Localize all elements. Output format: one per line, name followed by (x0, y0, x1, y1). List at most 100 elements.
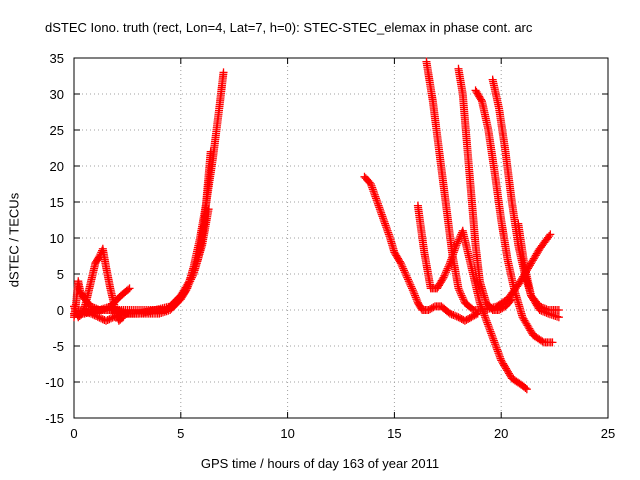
data-point (185, 279, 194, 287)
x-tick-label: 0 (70, 426, 77, 441)
data-point (404, 277, 413, 286)
data-point (488, 333, 497, 341)
series-arc-6 (360, 172, 482, 325)
data-point (451, 311, 460, 320)
data-point (395, 257, 404, 266)
data-point (521, 384, 530, 392)
y-tick-label: -10 (45, 375, 64, 390)
y-tick-label: -5 (52, 339, 64, 354)
series-arc-12 (514, 219, 563, 314)
y-tick-label: 35 (50, 51, 64, 66)
data-point (472, 310, 481, 319)
data-point (494, 349, 503, 358)
data-point (407, 282, 416, 291)
data-point (181, 288, 190, 296)
data-point (403, 273, 412, 282)
data-point (441, 268, 450, 277)
data-point (491, 340, 500, 349)
data-point (95, 313, 104, 322)
y-tick-label: 20 (50, 159, 64, 174)
data-point (487, 331, 496, 340)
series-arc-4 (74, 147, 215, 325)
data-point (545, 232, 554, 240)
y-tick-label: 10 (50, 231, 64, 246)
data-point (482, 316, 491, 325)
data-point (483, 320, 492, 329)
data-point (485, 325, 494, 334)
data-point (93, 312, 102, 321)
y-tick-label: 5 (57, 267, 64, 282)
grid-lines (74, 58, 608, 418)
data-point (485, 324, 494, 332)
data-point (535, 302, 544, 311)
data-point (443, 264, 452, 273)
data-point (183, 282, 192, 291)
data-point (206, 147, 215, 156)
data-point (489, 336, 498, 345)
x-tick-label: 15 (387, 426, 401, 441)
data-point (495, 351, 504, 359)
y-tick-label: 0 (57, 303, 64, 318)
y-axis-label: dSTEC / TECUs (6, 192, 22, 288)
series-arc-9 (454, 64, 516, 314)
data-point (487, 329, 496, 338)
data-point (438, 275, 447, 284)
data-point (481, 315, 490, 323)
data-point (396, 259, 405, 268)
data-point (493, 347, 502, 356)
data-point (108, 313, 117, 322)
data-point (449, 311, 458, 320)
data-point (440, 271, 449, 280)
x-tick-label: 25 (601, 426, 615, 441)
data-point (409, 288, 418, 296)
data-point (481, 313, 490, 322)
x-tick-label: 20 (494, 426, 508, 441)
data-point (110, 312, 119, 321)
data-point (495, 352, 504, 361)
data-point (442, 266, 451, 275)
axis-ticks: 0 5 10 15 20 25 -15 -10 -5 0 5 10 15 20 25 30 35 (45, 51, 615, 441)
data-point (458, 293, 467, 302)
data-point (441, 270, 450, 278)
data-point (400, 268, 409, 277)
data-point (491, 342, 500, 350)
data-point (540, 304, 549, 313)
y-tick-label: 15 (50, 195, 64, 210)
data-point (399, 264, 408, 273)
data-point (490, 338, 499, 347)
data-point (125, 284, 134, 293)
data-point (439, 273, 448, 282)
y-tick-label: -15 (45, 411, 64, 426)
data-point (408, 286, 417, 295)
data-point (182, 284, 191, 293)
data-markers (70, 57, 563, 394)
data-point (542, 305, 551, 314)
data-point (405, 279, 414, 287)
data-point (181, 286, 190, 295)
data-point (506, 296, 515, 305)
x-axis-label: GPS time / hours of day 163 of year 2011 (200, 456, 440, 471)
data-point (457, 291, 466, 300)
data-point (459, 295, 468, 304)
data-point (124, 285, 133, 294)
data-point (408, 284, 417, 293)
data-point (492, 343, 501, 352)
data-point (107, 314, 116, 323)
data-point (522, 385, 531, 394)
data-point (401, 270, 410, 278)
data-point (539, 303, 548, 312)
data-point (187, 275, 196, 284)
data-point (456, 288, 465, 296)
data-point (554, 313, 563, 322)
data-point (453, 237, 462, 246)
data-point (484, 322, 493, 331)
data-point (445, 309, 454, 318)
data-point (402, 271, 411, 280)
data-point (537, 303, 546, 312)
data-point (97, 314, 106, 323)
data-point (477, 95, 486, 104)
data-point (411, 291, 420, 300)
data-point (397, 261, 406, 269)
data-point (554, 306, 563, 314)
